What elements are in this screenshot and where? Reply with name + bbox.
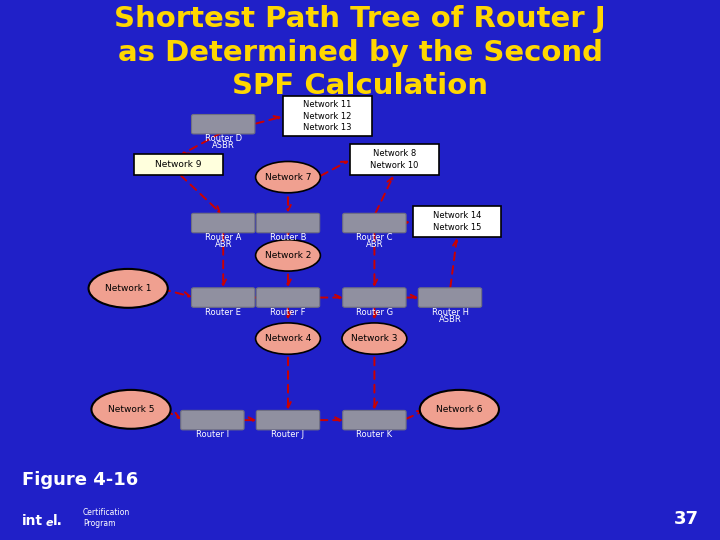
Ellipse shape (256, 240, 320, 271)
Text: Router K: Router K (356, 430, 392, 440)
FancyBboxPatch shape (192, 114, 255, 134)
Text: Network 7: Network 7 (265, 173, 311, 181)
FancyBboxPatch shape (181, 410, 244, 430)
Text: Network 11
Network 12
Network 13: Network 11 Network 12 Network 13 (303, 100, 352, 132)
Text: Shortest Path Tree of Router J
as Determined by the Second
SPF Calculation: Shortest Path Tree of Router J as Determ… (114, 5, 606, 100)
Text: Router C: Router C (356, 233, 392, 242)
Text: Router A: Router A (205, 233, 241, 242)
Text: Network 6: Network 6 (436, 405, 482, 414)
FancyBboxPatch shape (284, 96, 372, 136)
Text: Program: Program (83, 519, 115, 528)
FancyBboxPatch shape (351, 144, 439, 175)
Ellipse shape (342, 323, 407, 354)
Text: Network 5: Network 5 (108, 405, 154, 414)
Text: Certification: Certification (83, 508, 130, 517)
Text: ABR: ABR (366, 240, 383, 249)
FancyBboxPatch shape (413, 206, 501, 237)
FancyBboxPatch shape (256, 410, 320, 430)
Text: ASBR: ASBR (212, 141, 235, 151)
FancyBboxPatch shape (192, 213, 255, 233)
Text: Network 9: Network 9 (156, 160, 202, 169)
Ellipse shape (420, 390, 499, 429)
Text: Router B: Router B (270, 233, 306, 242)
FancyBboxPatch shape (343, 410, 406, 430)
Text: Router D: Router D (204, 134, 242, 144)
FancyBboxPatch shape (418, 288, 482, 307)
Text: Router F: Router F (270, 308, 306, 317)
Text: Network 1: Network 1 (105, 284, 151, 293)
Ellipse shape (91, 390, 171, 429)
Text: Network 8
Network 10: Network 8 Network 10 (370, 149, 419, 170)
Text: Network 4: Network 4 (265, 334, 311, 343)
Text: Network 2: Network 2 (265, 251, 311, 260)
Text: Network 3: Network 3 (351, 334, 397, 343)
Ellipse shape (256, 323, 320, 354)
Text: e: e (45, 518, 53, 528)
Text: Router H: Router H (431, 308, 469, 317)
FancyBboxPatch shape (256, 213, 320, 233)
FancyBboxPatch shape (343, 213, 406, 233)
Text: Network 14
Network 15: Network 14 Network 15 (433, 211, 482, 232)
Text: Figure 4-16: Figure 4-16 (22, 471, 138, 489)
Text: int: int (22, 514, 42, 528)
Text: ABR: ABR (215, 240, 232, 249)
FancyBboxPatch shape (134, 154, 223, 175)
Ellipse shape (256, 161, 320, 193)
Text: Router J: Router J (271, 430, 305, 440)
Text: ASBR: ASBR (438, 315, 462, 324)
Text: Router E: Router E (205, 308, 241, 317)
Ellipse shape (89, 269, 168, 308)
Text: Router G: Router G (356, 308, 393, 317)
Text: Router I: Router I (196, 430, 229, 440)
FancyBboxPatch shape (192, 288, 255, 307)
FancyBboxPatch shape (256, 288, 320, 307)
Text: l.: l. (53, 514, 63, 528)
Text: 37: 37 (673, 510, 698, 528)
FancyBboxPatch shape (343, 288, 406, 307)
